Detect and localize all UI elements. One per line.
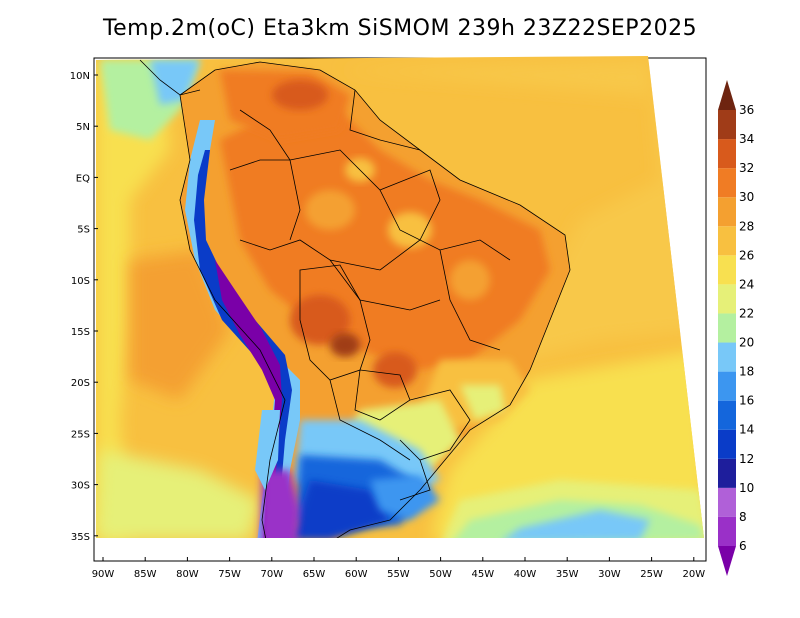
- continent-coastline: [179, 61, 571, 538]
- argentina-border: [329, 379, 411, 461]
- colorbar-level-label: 6: [739, 539, 747, 553]
- pacific-orange-patch: [130, 250, 230, 400]
- lat-label: EQ: [76, 173, 90, 184]
- lat-label: 15S: [71, 327, 90, 338]
- lon-label: 45W: [471, 569, 494, 580]
- lat-label: 10N: [70, 71, 90, 82]
- lon-label: 60W: [345, 569, 368, 580]
- colorbar-level-label: 22: [739, 306, 754, 320]
- colorbar-swatch: [718, 342, 736, 372]
- colorbar-level-label: 16: [739, 394, 754, 408]
- lat-label: 5N: [76, 122, 90, 133]
- colorbar-swatch: [718, 226, 736, 256]
- lon-label: 75W: [218, 569, 241, 580]
- colorbar-level-label: 24: [739, 277, 754, 291]
- guianas-border: [349, 89, 421, 151]
- colorbar-low-arrow: [718, 546, 736, 576]
- colorbar-level-label: 28: [739, 219, 754, 233]
- pacific-north-coldspot: [150, 60, 200, 105]
- colorbar-swatch: [718, 487, 736, 517]
- colorbar-swatch: [718, 197, 736, 227]
- map-title: Temp.2m(oC) Eta3km SiSMOM 239h 23Z22SEP2…: [102, 16, 698, 41]
- colorbar-swatch: [718, 458, 736, 488]
- southern-brazil-border: [399, 389, 471, 461]
- lon-label: 65W: [303, 569, 326, 580]
- colorbar-swatch: [718, 168, 736, 198]
- colorbar-swatch: [718, 371, 736, 401]
- colorbar-level-label: 20: [739, 336, 754, 350]
- lat-label: 35S: [71, 532, 90, 543]
- lon-label: 85W: [134, 569, 157, 580]
- colorbar-level-label: 12: [739, 452, 754, 466]
- hotspot-chaco: [330, 333, 360, 357]
- lat-label: 5S: [77, 225, 90, 236]
- andes-coldest: [215, 260, 282, 538]
- country-borders: [139, 59, 571, 538]
- colorbar-level-label: 18: [739, 365, 754, 379]
- colorbar-swatch: [718, 284, 736, 314]
- atlantic-warm-band: [340, 60, 700, 360]
- pacific-coastal-cool: [255, 410, 280, 490]
- colorbar-level-label: 8: [739, 510, 747, 524]
- colorbar-level-label: 10: [739, 481, 754, 495]
- southeast-cool: [460, 385, 505, 420]
- uruguay-border: [399, 459, 431, 501]
- colorbar-high-arrow: [718, 80, 736, 110]
- colombia-border: [239, 109, 291, 161]
- uruguay-cool: [370, 475, 440, 520]
- pacific-west-cool: [96, 60, 170, 538]
- colorbar-swatch: [718, 400, 736, 430]
- colorbar-level-label: 14: [739, 423, 754, 437]
- lon-label: 40W: [514, 569, 537, 580]
- colorbar-swatch: [718, 255, 736, 285]
- lon-label: 30W: [598, 569, 621, 580]
- lon-label: 35W: [556, 569, 579, 580]
- colorbar-level-label: 34: [739, 132, 754, 146]
- lon-label: 80W: [176, 569, 199, 580]
- colorbar-swatch: [718, 139, 736, 169]
- central-america-coast: [139, 59, 201, 96]
- hotspot-central: [290, 295, 350, 345]
- mild-patch-2: [388, 212, 432, 248]
- brazil-states-west: [329, 259, 441, 311]
- pacific-south-mild: [96, 450, 260, 538]
- colorbar-swatch: [718, 110, 736, 140]
- lat-label: 30S: [71, 481, 90, 492]
- lon-label: 20W: [682, 569, 705, 580]
- colorbar: 6 8 10 12 14 16 18 20 22 24 26 28 30 32 34 36: [718, 80, 754, 576]
- colorbar-swatch: [718, 313, 736, 343]
- colorbar-swatch: [718, 516, 736, 546]
- paraguay-border: [354, 369, 411, 421]
- lat-label: 25S: [71, 429, 90, 440]
- lon-label: 50W: [429, 569, 452, 580]
- lat-label: 10S: [71, 276, 90, 287]
- lon-label: 70W: [260, 569, 283, 580]
- brazil-states-central: [439, 249, 501, 351]
- andes-purple-band: [260, 470, 300, 538]
- hotspot-pantanal: [373, 352, 417, 388]
- mild-patch-3: [450, 260, 490, 300]
- hotspot-north: [272, 80, 328, 110]
- lat-label: 20S: [71, 378, 90, 389]
- lon-label: 25W: [640, 569, 663, 580]
- longitude-axis: 90W 85W 80W 75W 70W 65W 60W 55W 50W 45W 40W 35W 30W 2…: [92, 557, 705, 580]
- colorbar-level-label: 26: [739, 248, 754, 262]
- colorbar-swatch: [718, 429, 736, 459]
- argentina-colder: [290, 480, 390, 538]
- latitude-axis: 10N 5N EQ 5S 10S 15S 20S 25S 30S 35S: [70, 71, 98, 543]
- temperature-field: [96, 56, 704, 538]
- south-atlantic-colder: [500, 510, 650, 538]
- lon-label: 90W: [92, 569, 115, 580]
- colorbar-level-label: 36: [739, 103, 754, 117]
- mild-patch-1: [305, 190, 355, 230]
- lon-label: 55W: [387, 569, 410, 580]
- colorbar-level-label: 30: [739, 190, 754, 204]
- colorbar-level-label: 32: [739, 161, 754, 175]
